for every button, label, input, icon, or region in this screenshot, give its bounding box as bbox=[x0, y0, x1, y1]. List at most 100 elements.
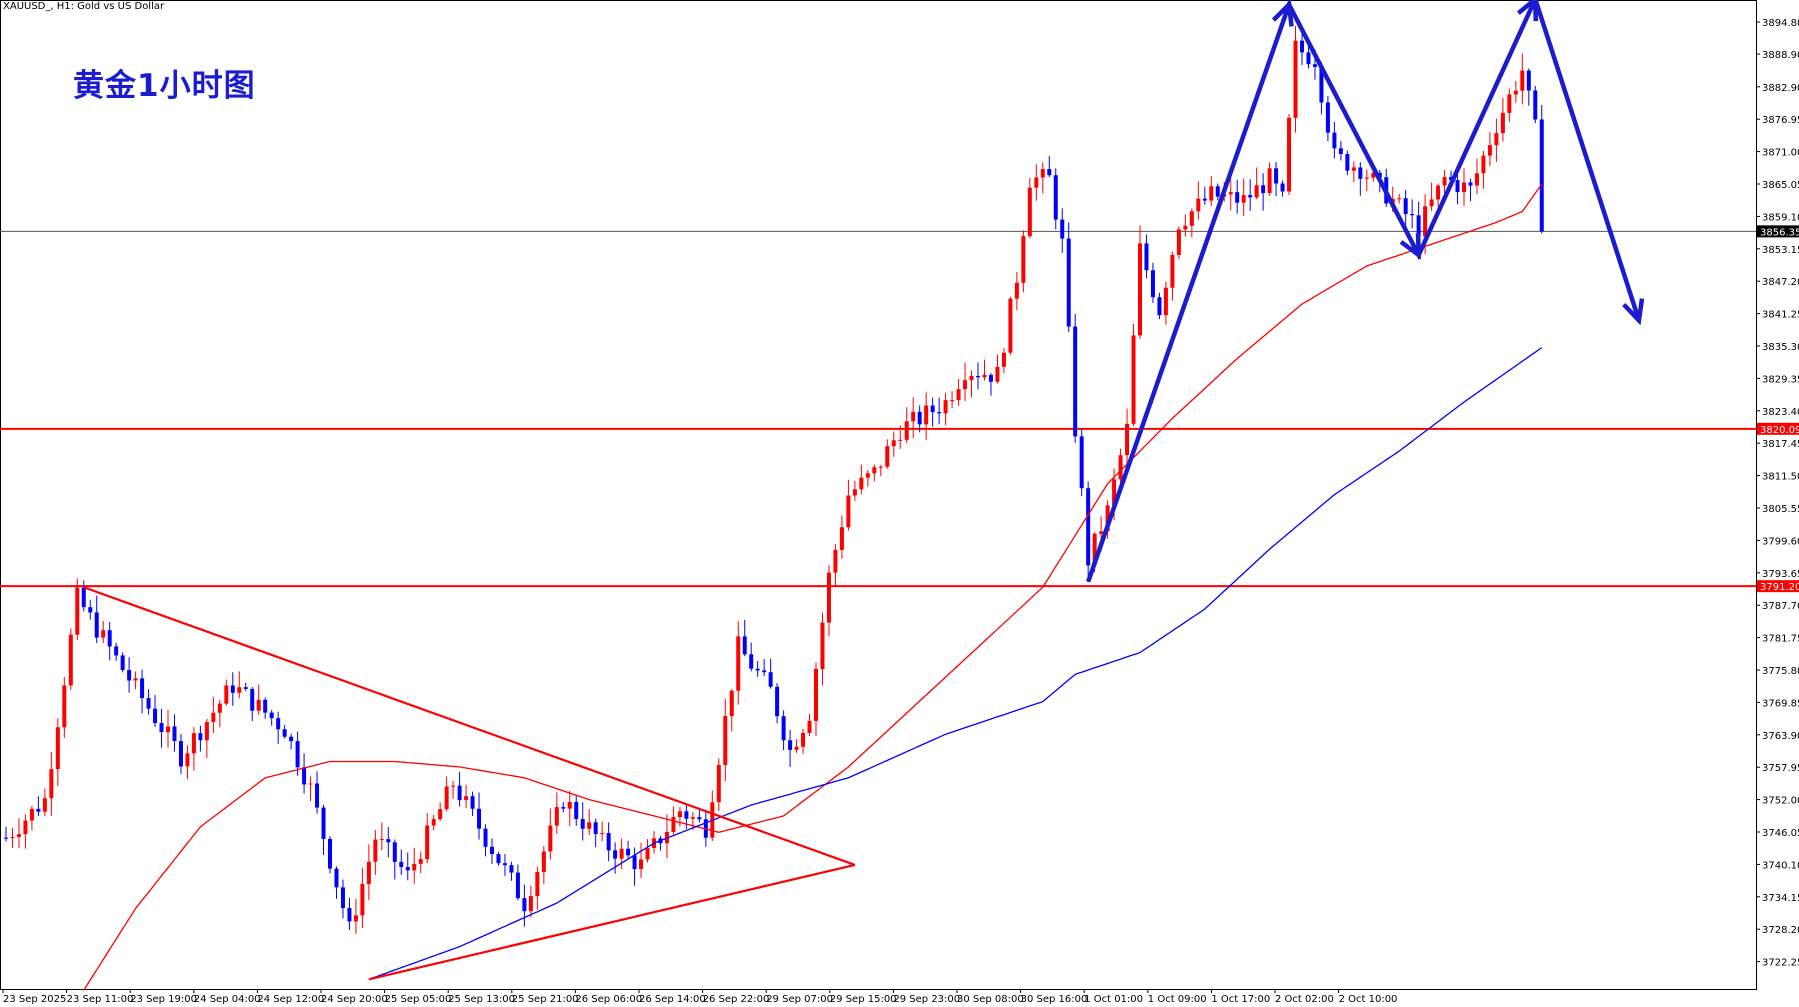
candle-bullish bbox=[49, 769, 54, 799]
candle-bearish bbox=[561, 807, 566, 809]
x-tick-label: 25 Sep 21:00 bbox=[512, 994, 579, 1005]
x-tick-label: 1 Oct 01:00 bbox=[1084, 994, 1143, 1005]
candle-bullish bbox=[969, 375, 974, 381]
candle-bearish bbox=[289, 736, 294, 742]
candle-bullish bbox=[956, 389, 961, 401]
candle-bullish bbox=[814, 669, 818, 721]
candle-bullish bbox=[1163, 287, 1168, 316]
candle-bullish bbox=[645, 847, 650, 860]
x-tick-label: 2 Oct 02:00 bbox=[1275, 994, 1334, 1005]
candle-bearish bbox=[775, 686, 780, 717]
candle-bullish bbox=[1021, 236, 1026, 283]
candle-bearish bbox=[626, 848, 631, 856]
candle-bullish bbox=[237, 687, 242, 693]
candle-bullish bbox=[794, 746, 799, 750]
y-tick-label: 3823.40 bbox=[1762, 407, 1799, 418]
candle-bearish bbox=[295, 741, 300, 768]
candle-bullish bbox=[729, 690, 734, 717]
candle-bullish bbox=[101, 630, 106, 638]
candle-bullish bbox=[891, 440, 896, 447]
candle-bearish bbox=[1338, 148, 1343, 155]
candle-bullish bbox=[1228, 192, 1233, 195]
candle-bullish bbox=[1351, 167, 1356, 171]
y-tick-label: 3740.10 bbox=[1762, 860, 1799, 871]
candle-bullish bbox=[1520, 70, 1525, 91]
candle-bullish bbox=[619, 848, 624, 859]
candle-bullish bbox=[211, 712, 216, 722]
candle-bullish bbox=[839, 527, 844, 550]
candle-bearish bbox=[1261, 185, 1266, 194]
candle-bearish bbox=[477, 808, 482, 829]
candle-bullish bbox=[451, 785, 456, 787]
candle-bearish bbox=[276, 718, 281, 730]
candle-bullish bbox=[1481, 155, 1486, 174]
candle-bearish bbox=[515, 872, 520, 899]
candle-bearish bbox=[930, 405, 935, 413]
candle-bullish bbox=[852, 489, 857, 496]
y-tick-label: 3853.15 bbox=[1762, 245, 1799, 256]
candle-bullish bbox=[826, 572, 831, 623]
candle-bearish bbox=[250, 688, 255, 711]
candle-bearish bbox=[178, 740, 183, 767]
y-tick-label: 3781.75 bbox=[1762, 634, 1799, 645]
candle-bullish bbox=[68, 634, 73, 686]
price-axis[interactable]: 3894.80 3888.90 3882.90 3876.95 3871.00 3865.… bbox=[1756, 18, 1799, 969]
candle-bearish bbox=[1455, 180, 1460, 193]
candle-bearish bbox=[302, 767, 307, 785]
candle-bullish bbox=[859, 477, 864, 490]
candle-bearish bbox=[684, 811, 689, 819]
candle-bearish bbox=[1312, 64, 1317, 68]
candle-bearish bbox=[114, 646, 119, 656]
candle-bearish bbox=[1526, 70, 1531, 91]
x-tick-label: 23 Sep 2025 bbox=[3, 994, 66, 1005]
y-tick-label: 3888.90 bbox=[1762, 50, 1799, 61]
candle-bullish bbox=[1293, 40, 1298, 118]
x-tick-label: 1 Oct 09:00 bbox=[1148, 994, 1207, 1005]
candle-bearish bbox=[1358, 167, 1363, 179]
y-tick-label: 3722.25 bbox=[1762, 958, 1799, 969]
x-tick-label: 26 Sep 22:00 bbox=[703, 994, 770, 1005]
candle-bearish bbox=[1468, 182, 1473, 186]
candle-bullish bbox=[133, 678, 138, 681]
candle-bullish bbox=[166, 726, 170, 732]
candle-bearish bbox=[230, 685, 235, 693]
candle-bearish bbox=[768, 672, 773, 687]
candle-bullish bbox=[878, 466, 883, 468]
arrow-head bbox=[1516, 0, 1539, 22]
candle-bearish bbox=[315, 783, 320, 808]
candle-bullish bbox=[10, 836, 15, 838]
candle-bearish bbox=[1306, 52, 1311, 65]
candle-bullish bbox=[587, 822, 592, 829]
y-tick-label: 3752.00 bbox=[1762, 796, 1799, 807]
candle-bearish bbox=[263, 699, 268, 713]
candle-bullish bbox=[924, 405, 929, 425]
candle-bullish bbox=[1001, 352, 1006, 367]
candle-bearish bbox=[140, 678, 145, 699]
candle-bearish bbox=[1248, 195, 1253, 198]
candle-bearish bbox=[697, 817, 702, 820]
candle-bullish bbox=[431, 819, 436, 826]
candle-bearish bbox=[1202, 198, 1207, 201]
x-tick-label: 30 Sep 08:00 bbox=[957, 994, 1024, 1005]
candle-bullish bbox=[418, 859, 423, 864]
x-tick-label: 26 Sep 06:00 bbox=[575, 994, 642, 1005]
candle-bearish bbox=[1157, 297, 1162, 316]
x-tick-label: 2 Oct 10:00 bbox=[1339, 994, 1398, 1005]
y-tick-label: 3746.05 bbox=[1762, 828, 1799, 839]
candle-bearish bbox=[574, 801, 579, 819]
candle-bearish bbox=[742, 636, 747, 655]
y-tick-label: 3793.65 bbox=[1762, 569, 1799, 580]
candle-bullish bbox=[1462, 182, 1466, 193]
candle-bullish bbox=[1442, 177, 1447, 186]
candle-bullish bbox=[1500, 112, 1505, 134]
symbol-header: XAUUSD_, H1: Gold vs US Dollar bbox=[3, 1, 165, 12]
candle-bullish bbox=[554, 807, 559, 826]
candle-bearish bbox=[502, 863, 507, 866]
candle-bearish bbox=[107, 630, 112, 647]
candle-bearish bbox=[1053, 175, 1058, 220]
candle-bullish bbox=[639, 859, 644, 870]
candle-bullish bbox=[75, 587, 80, 635]
candle-bullish bbox=[16, 834, 21, 837]
